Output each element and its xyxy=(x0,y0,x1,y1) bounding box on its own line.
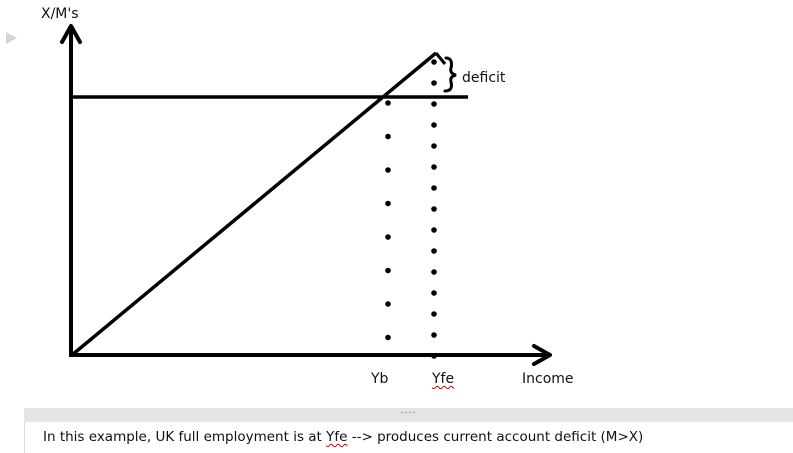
y-axis-label: X/M's xyxy=(41,6,79,22)
imports-line-tail xyxy=(434,52,447,65)
imports-line xyxy=(70,51,438,357)
yfe-dot xyxy=(431,80,437,86)
yb-dot xyxy=(385,234,391,240)
caption-after: --> produces current account deficit (M>… xyxy=(347,429,644,445)
yb-dotted-line xyxy=(385,100,391,341)
caption-highlight: Yfe xyxy=(326,429,348,445)
deficit-brace xyxy=(443,56,457,93)
resize-handle[interactable]: .... xyxy=(24,405,793,422)
yb-dot xyxy=(385,167,391,173)
yb-label: Yb xyxy=(371,371,389,387)
yfe-dot xyxy=(431,353,437,359)
yfe-dot xyxy=(431,206,437,212)
yb-dot xyxy=(385,301,391,307)
yfe-dot xyxy=(431,290,437,296)
yb-dot xyxy=(385,334,391,341)
yb-dot xyxy=(385,200,391,207)
collapse-triangle-icon[interactable] xyxy=(6,32,17,44)
y-axis-arrowhead xyxy=(60,24,82,44)
yfe-dot xyxy=(431,101,437,107)
yfe-dot xyxy=(431,227,437,233)
yfe-dot xyxy=(431,269,437,275)
yfe-dot xyxy=(431,311,437,317)
yfe-dot xyxy=(431,185,437,191)
yb-dot xyxy=(385,100,391,106)
yfe-dot xyxy=(431,248,437,254)
yfe-dot xyxy=(431,332,437,338)
caption-panel: In this example, UK full employment is a… xyxy=(24,422,793,453)
yb-dot xyxy=(385,133,391,140)
yfe-dot xyxy=(431,59,437,65)
x-axis-label: Income xyxy=(522,371,574,387)
x-axis-arrowhead xyxy=(532,344,552,366)
yfe-dot xyxy=(431,164,437,170)
handle-grip-icon: .... xyxy=(400,405,417,416)
yfe-label: Yfe xyxy=(432,371,455,387)
caption-text: In this example, UK full employment is a… xyxy=(43,429,643,445)
yfe-dotted-line xyxy=(431,59,437,359)
caption-before: In this example, UK full employment is a… xyxy=(43,429,327,445)
income-trade-diagram xyxy=(60,24,552,366)
yfe-dot xyxy=(431,143,437,149)
yfe-dot xyxy=(431,122,437,128)
yb-dot xyxy=(385,267,391,274)
deficit-label: deficit xyxy=(462,70,506,86)
